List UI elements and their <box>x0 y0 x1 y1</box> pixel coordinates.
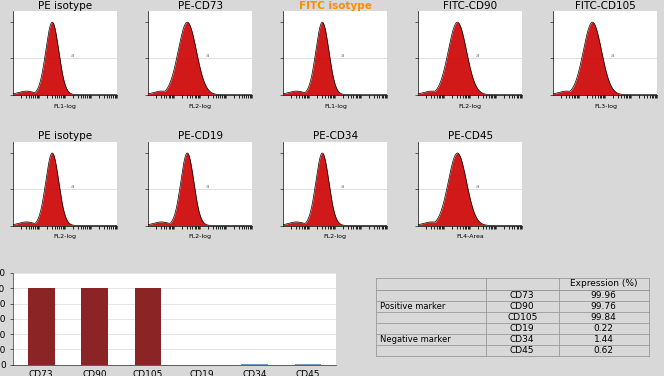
X-axis label: FL2-log: FL2-log <box>459 104 482 109</box>
Text: CD73: CD73 <box>510 291 535 300</box>
Title: FITC-CD90: FITC-CD90 <box>444 0 497 11</box>
Text: 0.62: 0.62 <box>594 346 614 355</box>
Text: CD105: CD105 <box>507 314 537 322</box>
Text: Positive marker: Positive marker <box>380 302 446 311</box>
X-axis label: FL2-log: FL2-log <box>324 234 347 240</box>
X-axis label: FL2-log: FL2-log <box>54 234 77 240</box>
Text: 99.84: 99.84 <box>591 314 616 322</box>
Text: 1.44: 1.44 <box>594 335 614 344</box>
Text: 0.22: 0.22 <box>594 324 614 334</box>
Bar <box>242 364 268 365</box>
Text: CD19: CD19 <box>510 324 535 334</box>
Title: PE-CD34: PE-CD34 <box>313 131 358 141</box>
Text: a: a <box>341 53 344 58</box>
Title: FITC-CD105: FITC-CD105 <box>575 0 636 11</box>
Title: PE-CD73: PE-CD73 <box>178 0 223 11</box>
X-axis label: FL1-log: FL1-log <box>324 104 347 109</box>
Bar <box>28 288 54 365</box>
Title: PE-CD19: PE-CD19 <box>178 131 223 141</box>
Text: Expression (%): Expression (%) <box>570 279 637 288</box>
X-axis label: FL3-log: FL3-log <box>594 104 617 109</box>
Text: CD45: CD45 <box>510 346 535 355</box>
Bar <box>135 288 161 365</box>
Text: 99.96: 99.96 <box>591 291 617 300</box>
Text: a: a <box>205 53 209 58</box>
X-axis label: FL2-log: FL2-log <box>189 104 212 109</box>
Text: a: a <box>611 53 614 58</box>
Text: CD90: CD90 <box>510 302 535 311</box>
Bar <box>81 288 108 365</box>
Text: Negative marker: Negative marker <box>380 335 451 344</box>
Text: 99.76: 99.76 <box>591 302 617 311</box>
Text: a: a <box>341 184 344 189</box>
X-axis label: FL1-log: FL1-log <box>54 104 76 109</box>
Title: PE-CD45: PE-CD45 <box>448 131 493 141</box>
Text: a: a <box>475 184 479 189</box>
Title: PE isotype: PE isotype <box>38 0 92 11</box>
X-axis label: FL2-log: FL2-log <box>189 234 212 240</box>
Text: a: a <box>205 184 209 189</box>
Text: a: a <box>70 184 74 189</box>
Text: CD34: CD34 <box>510 335 535 344</box>
Text: a: a <box>475 53 479 58</box>
Title: FITC isotype: FITC isotype <box>299 0 372 11</box>
X-axis label: FL4-Area: FL4-Area <box>456 234 484 240</box>
Title: PE isotype: PE isotype <box>38 131 92 141</box>
Text: a: a <box>70 53 74 58</box>
Bar <box>295 364 321 365</box>
